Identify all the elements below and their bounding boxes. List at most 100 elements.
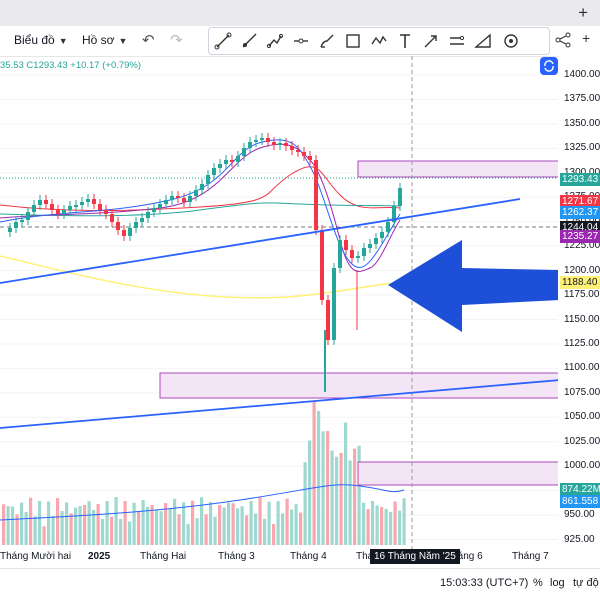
volume-bars	[0, 401, 406, 545]
volume-bar	[389, 511, 393, 545]
volume-bar	[47, 501, 51, 545]
volume-bar	[141, 499, 145, 545]
price-tick-label: 1075.00	[564, 386, 600, 398]
volume-bar	[402, 498, 406, 545]
candle-body	[248, 142, 252, 148]
horizontal-line-icon[interactable]	[291, 31, 311, 51]
text-icon[interactable]	[395, 31, 415, 51]
rectangle-icon[interactable]	[343, 31, 363, 51]
measure-icon[interactable]	[473, 31, 493, 51]
candle-body	[320, 230, 324, 300]
volume-bar	[258, 497, 262, 545]
redo-icon[interactable]: ↷	[170, 32, 183, 49]
chart-grid	[0, 74, 558, 541]
candle-body	[308, 156, 312, 160]
auto-scale-button[interactable]	[540, 57, 558, 75]
volume-bar	[294, 504, 298, 545]
chart-type-label: Biểu đồ	[14, 33, 55, 47]
volume-bar	[159, 511, 163, 545]
candle-body	[272, 142, 276, 145]
add-icon[interactable]: +	[582, 30, 591, 46]
volume-bar	[87, 501, 91, 545]
target-icon[interactable]	[501, 31, 521, 51]
volume-bar	[245, 515, 249, 545]
price-tick-label: 1050.00	[564, 411, 600, 423]
auto-toggle[interactable]: tự độ	[573, 577, 599, 589]
arrow-icon[interactable]	[421, 31, 441, 51]
undo-icon[interactable]: ↶	[142, 32, 155, 49]
candle-body	[134, 222, 138, 228]
volume-bar	[182, 502, 186, 545]
log-toggle[interactable]: log	[550, 577, 565, 589]
candle-body	[176, 196, 180, 198]
candle-body	[128, 228, 132, 236]
volume-bar	[384, 508, 388, 545]
volume-bar	[200, 497, 204, 545]
time-tick-label: Tháng Mười hai	[0, 551, 72, 562]
volume-bar	[240, 506, 244, 545]
candle-body	[110, 214, 114, 222]
candle-body	[182, 198, 186, 202]
new-tab-button[interactable]: +	[578, 3, 588, 22]
path-icon[interactable]	[265, 31, 285, 51]
volume-bar	[74, 507, 78, 545]
volume-bar	[357, 445, 361, 545]
volume-bar	[119, 519, 123, 545]
volume-bar	[92, 509, 96, 545]
parallel-channel-icon[interactable]	[447, 31, 467, 51]
volume-bar	[339, 452, 343, 545]
candle-body	[266, 138, 270, 142]
price-tag: 1271.67	[560, 195, 600, 208]
candle-body	[62, 210, 66, 214]
volume-bar	[317, 410, 321, 545]
trend-line-icon[interactable]	[213, 31, 233, 51]
volume-bar	[254, 513, 258, 545]
volume-bar	[51, 515, 55, 545]
volume-bar	[155, 509, 159, 545]
volume-bar	[186, 523, 190, 545]
volume-bar	[11, 506, 15, 545]
volume-bar	[272, 524, 276, 545]
pattern-icon[interactable]	[369, 31, 389, 51]
candle-body	[326, 300, 330, 340]
ray-icon[interactable]	[239, 31, 259, 51]
candle-body	[140, 218, 144, 222]
candle-body	[188, 196, 192, 202]
profile-menu[interactable]: Hồ sơ ▼	[82, 33, 127, 47]
price-tag: 1235.27	[560, 230, 600, 243]
volume-bar	[78, 506, 82, 545]
candle-body	[146, 212, 150, 218]
volume-bar	[380, 507, 384, 545]
candle-body	[170, 196, 174, 200]
candle-body	[236, 156, 240, 162]
candle-body	[260, 138, 264, 140]
candle-body	[218, 164, 222, 168]
volume-bar	[353, 448, 357, 545]
share-icon[interactable]	[554, 31, 572, 49]
candle-body	[338, 240, 342, 268]
chart-type-menu[interactable]: Biểu đồ ▼	[14, 33, 68, 47]
upper-trend-line	[0, 198, 521, 284]
percent-toggle[interactable]: %	[533, 577, 543, 589]
candle-body	[224, 160, 228, 164]
volume-bar	[128, 521, 132, 545]
volume-bar	[330, 450, 334, 545]
candle-body	[356, 256, 360, 258]
candle-body	[350, 250, 354, 258]
price-tag: 861.558	[560, 495, 600, 508]
volume-bar	[366, 509, 370, 545]
price-tick-label: 1025.00	[564, 435, 600, 447]
volume-bar	[60, 511, 64, 545]
time-tick-label: Tháng 7	[512, 551, 549, 562]
price-tick-label: 1300.00	[564, 167, 600, 178]
time-tick-label: 2025	[88, 551, 111, 562]
candle-body	[152, 208, 156, 212]
brush-icon[interactable]	[317, 31, 337, 51]
volume-ma	[0, 484, 405, 521]
volume-bar	[105, 501, 109, 545]
volume-bar	[209, 502, 213, 545]
volume-bar	[398, 510, 402, 545]
volume-bar	[303, 462, 307, 545]
volume-bar	[290, 509, 294, 545]
